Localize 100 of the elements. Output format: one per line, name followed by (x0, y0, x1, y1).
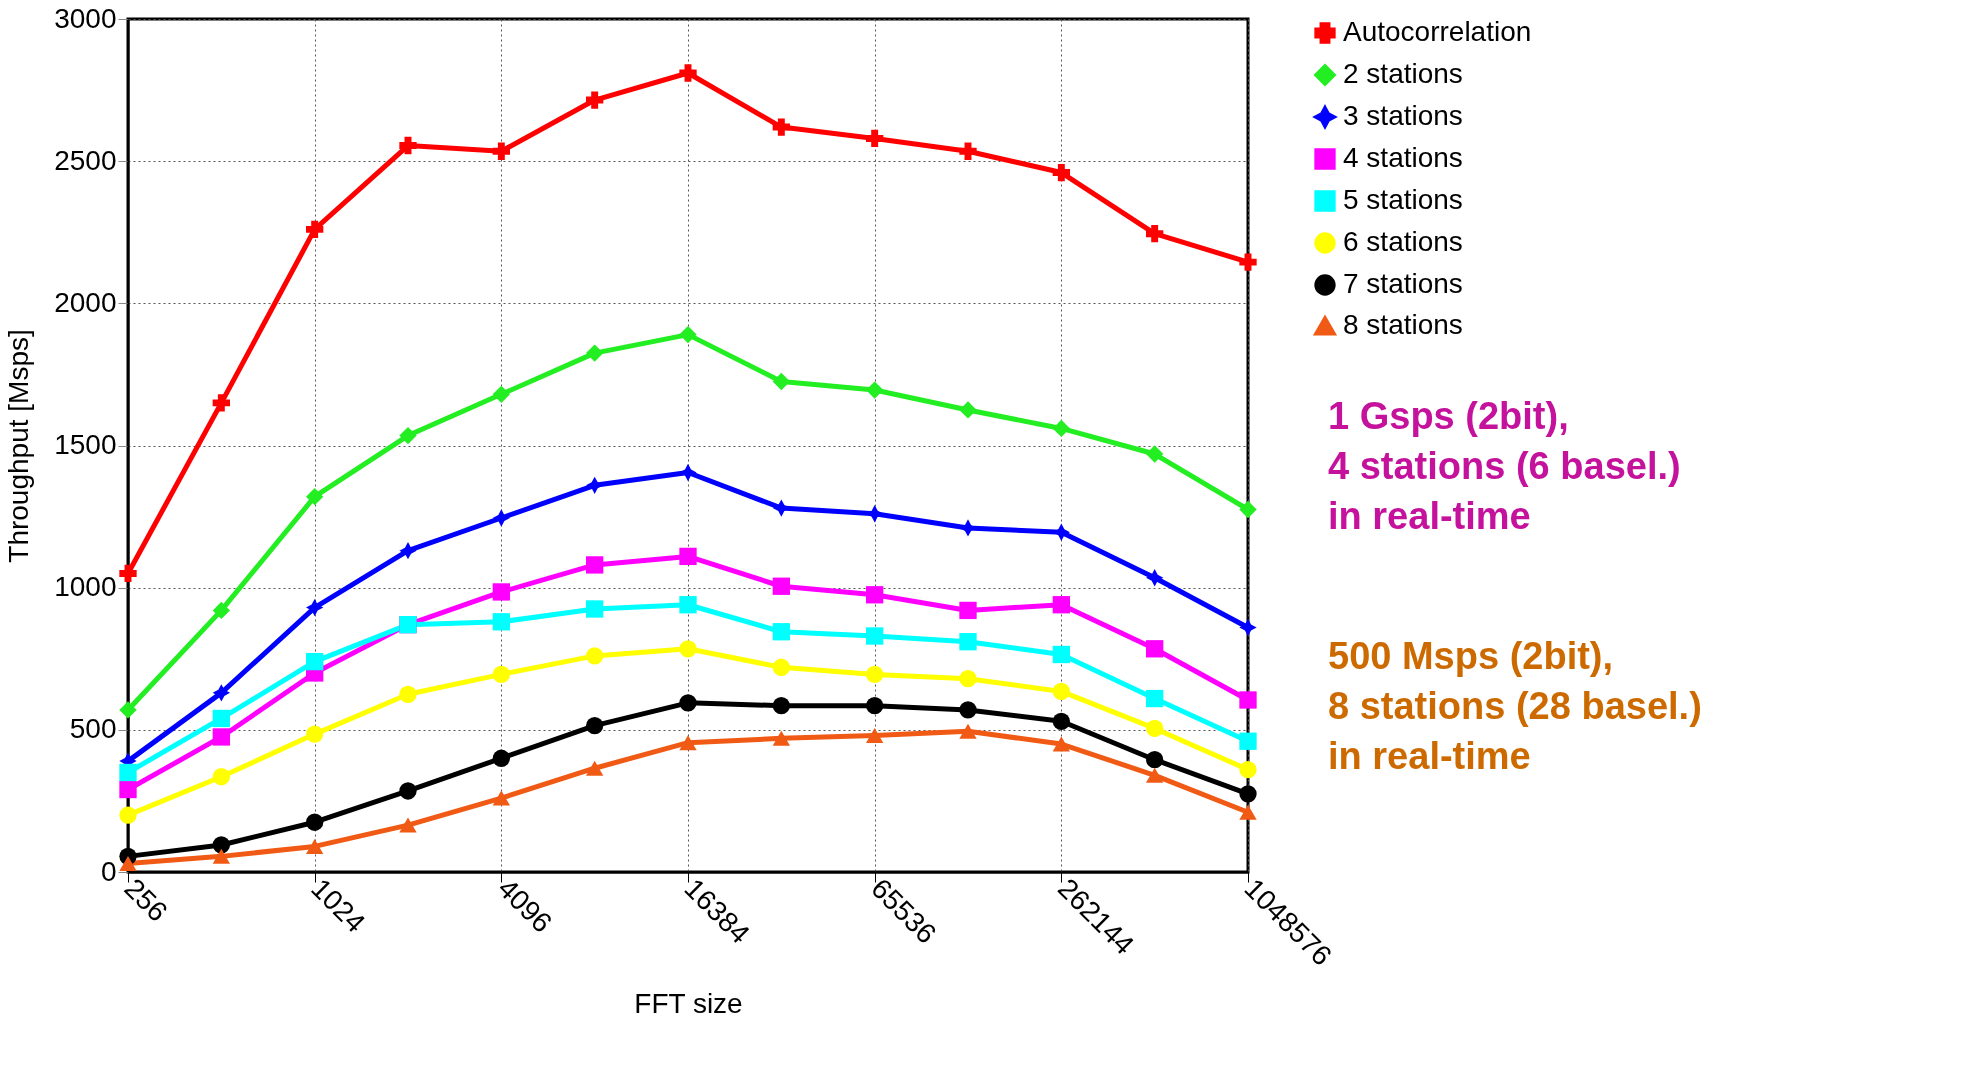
legend-label: Autocorrelation (1343, 16, 1532, 47)
point (212, 684, 230, 702)
point (119, 806, 137, 824)
point (399, 685, 417, 703)
legend-label: 2 stations (1343, 58, 1463, 89)
point (772, 697, 790, 715)
point (679, 694, 697, 712)
point (212, 601, 230, 620)
point (586, 760, 604, 776)
y-tick-label: 3000 (54, 2, 117, 34)
point (586, 556, 604, 574)
text: 1 Gsps (2bit), 4 stations (6 basel.) in real-time (1328, 395, 1681, 537)
text: 500 Msps (2bit), 8 stations (28 basel.) in real-time (1328, 635, 1702, 777)
point (119, 763, 137, 782)
point (679, 325, 697, 344)
point (492, 509, 510, 527)
point (959, 723, 977, 739)
point (1052, 645, 1070, 664)
point (772, 623, 790, 641)
point (959, 401, 977, 419)
point (212, 768, 230, 786)
point (1052, 419, 1070, 438)
point (679, 64, 697, 82)
point (866, 728, 884, 744)
point (399, 782, 417, 800)
point (586, 91, 604, 109)
point (1146, 751, 1164, 769)
point (1146, 569, 1164, 587)
point (1239, 785, 1257, 803)
point (866, 129, 884, 148)
point (1146, 689, 1164, 708)
point (1239, 691, 1257, 709)
point (1239, 732, 1257, 750)
point (586, 600, 604, 618)
point (586, 716, 604, 735)
point (772, 730, 790, 746)
point (492, 790, 510, 806)
point (866, 665, 884, 684)
y-tick-label: 2000 (54, 286, 117, 318)
point (586, 476, 604, 494)
point (1052, 682, 1070, 701)
legend-label: 3 stations (1343, 100, 1463, 131)
point (119, 701, 137, 719)
point (119, 564, 137, 583)
legend-label: 8 stations (1343, 309, 1463, 340)
point (1239, 804, 1257, 820)
point (586, 647, 604, 665)
point (399, 817, 417, 833)
point (1146, 225, 1164, 243)
legend-label: 4 stations (1343, 142, 1463, 173)
point (306, 838, 324, 854)
y-tick-label: 1000 (54, 571, 117, 603)
point (492, 583, 510, 601)
y-tick-label: 500 (69, 713, 117, 745)
point (866, 627, 884, 645)
point (959, 701, 977, 719)
point (1239, 253, 1257, 271)
point (586, 344, 604, 362)
point (492, 142, 510, 160)
point (772, 372, 790, 391)
point (306, 598, 324, 617)
point (399, 136, 417, 155)
point (1052, 736, 1070, 752)
point (306, 813, 324, 831)
point (959, 633, 977, 651)
point (959, 142, 977, 160)
point (772, 577, 790, 595)
point (866, 381, 884, 399)
point (1239, 500, 1257, 519)
point (1146, 640, 1164, 658)
point (1239, 618, 1257, 637)
point (679, 547, 697, 566)
point (492, 613, 510, 631)
point (492, 385, 510, 403)
point (119, 855, 137, 871)
point (212, 728, 230, 746)
y-tick-label: 0 (100, 855, 117, 887)
point (1052, 596, 1070, 614)
legend-label: 5 stations (1343, 184, 1463, 215)
point (866, 586, 884, 604)
point (959, 670, 977, 688)
point (959, 601, 977, 620)
point (1146, 719, 1164, 738)
point (866, 697, 884, 715)
point (1052, 712, 1070, 730)
point (772, 658, 790, 676)
point (1052, 163, 1070, 182)
point (679, 735, 697, 751)
x-axis-title: FFT size (634, 988, 743, 1020)
point (212, 848, 230, 864)
y-tick-label: 1500 (54, 429, 117, 460)
point (306, 220, 324, 239)
y-axis-title: Throughput [Msps] (3, 329, 35, 563)
point (306, 488, 324, 506)
point (399, 542, 417, 560)
legend-label: 6 stations (1343, 226, 1463, 257)
point (212, 709, 230, 728)
point (306, 725, 324, 743)
point (1146, 767, 1164, 783)
legend-label: 7 stations (1343, 268, 1463, 299)
